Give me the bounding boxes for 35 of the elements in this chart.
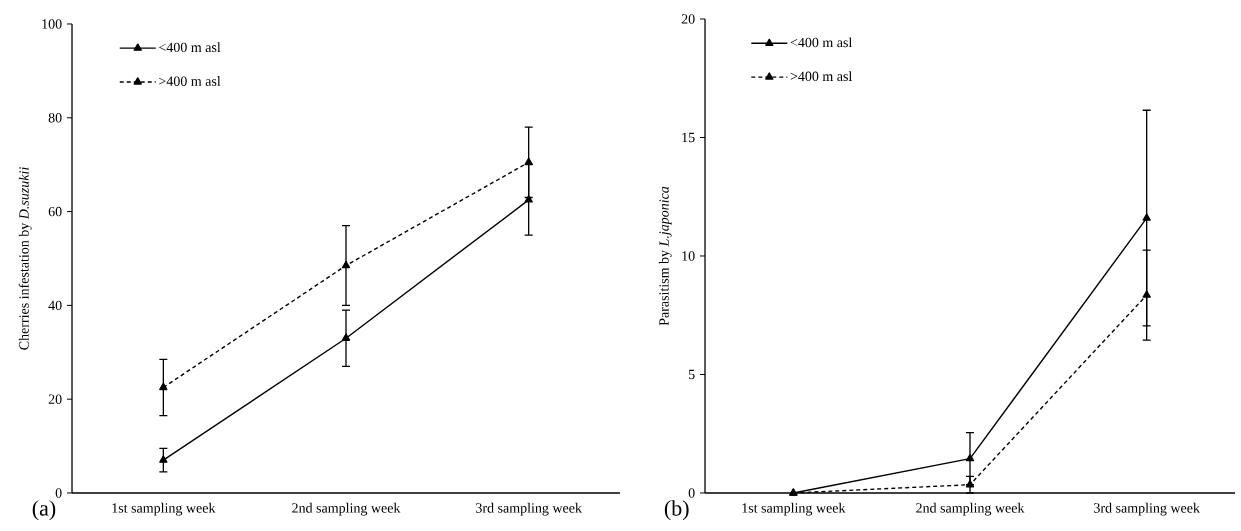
y-tick-label: 0 <box>688 488 695 498</box>
text: (a) <box>32 500 56 521</box>
x-tick-label: 2nd sampling week <box>916 502 1025 516</box>
point <box>524 195 533 203</box>
point <box>965 479 975 488</box>
y-tick-label: 80 <box>48 113 62 123</box>
x-tick-label: 3rd sampling week <box>1094 502 1200 516</box>
point <box>524 157 533 166</box>
y-tick-label: 60 <box>48 206 62 217</box>
x-tick-label: 3rd sampling week <box>476 502 582 516</box>
y-tick-label: 10 <box>682 251 695 261</box>
x-tick-label: 2nd sampling week <box>292 502 401 516</box>
y-tick-label: 20 <box>681 14 695 24</box>
y-axis-title: Parasitism by L.japonica <box>658 186 672 326</box>
y-tick-label: 15 <box>682 132 695 143</box>
x-tick-label: 1st sampling week <box>112 502 216 516</box>
x-tick-label: 1st sampling week <box>742 502 846 516</box>
point <box>159 382 168 391</box>
legend-label: >400 m asl <box>790 71 853 82</box>
point <box>341 260 351 269</box>
legend-label: <400 m asl <box>159 42 221 53</box>
point <box>159 455 168 463</box>
legend-label: <400 m asl <box>790 37 853 48</box>
point <box>1142 290 1151 298</box>
y-tick-label: 0 <box>55 488 62 498</box>
point <box>1142 213 1151 221</box>
point <box>341 333 351 341</box>
y-tick-label: 5 <box>688 369 695 380</box>
text: (b) <box>664 500 689 521</box>
legend-label: >400 m asl <box>159 76 221 86</box>
y-axis-title: Cherries infestation by D.suzukii <box>18 167 32 350</box>
point <box>965 453 975 462</box>
y-tick-label: 100 <box>42 19 62 29</box>
y-tick-label: 40 <box>48 300 62 311</box>
y-tick-label: 20 <box>48 394 62 404</box>
